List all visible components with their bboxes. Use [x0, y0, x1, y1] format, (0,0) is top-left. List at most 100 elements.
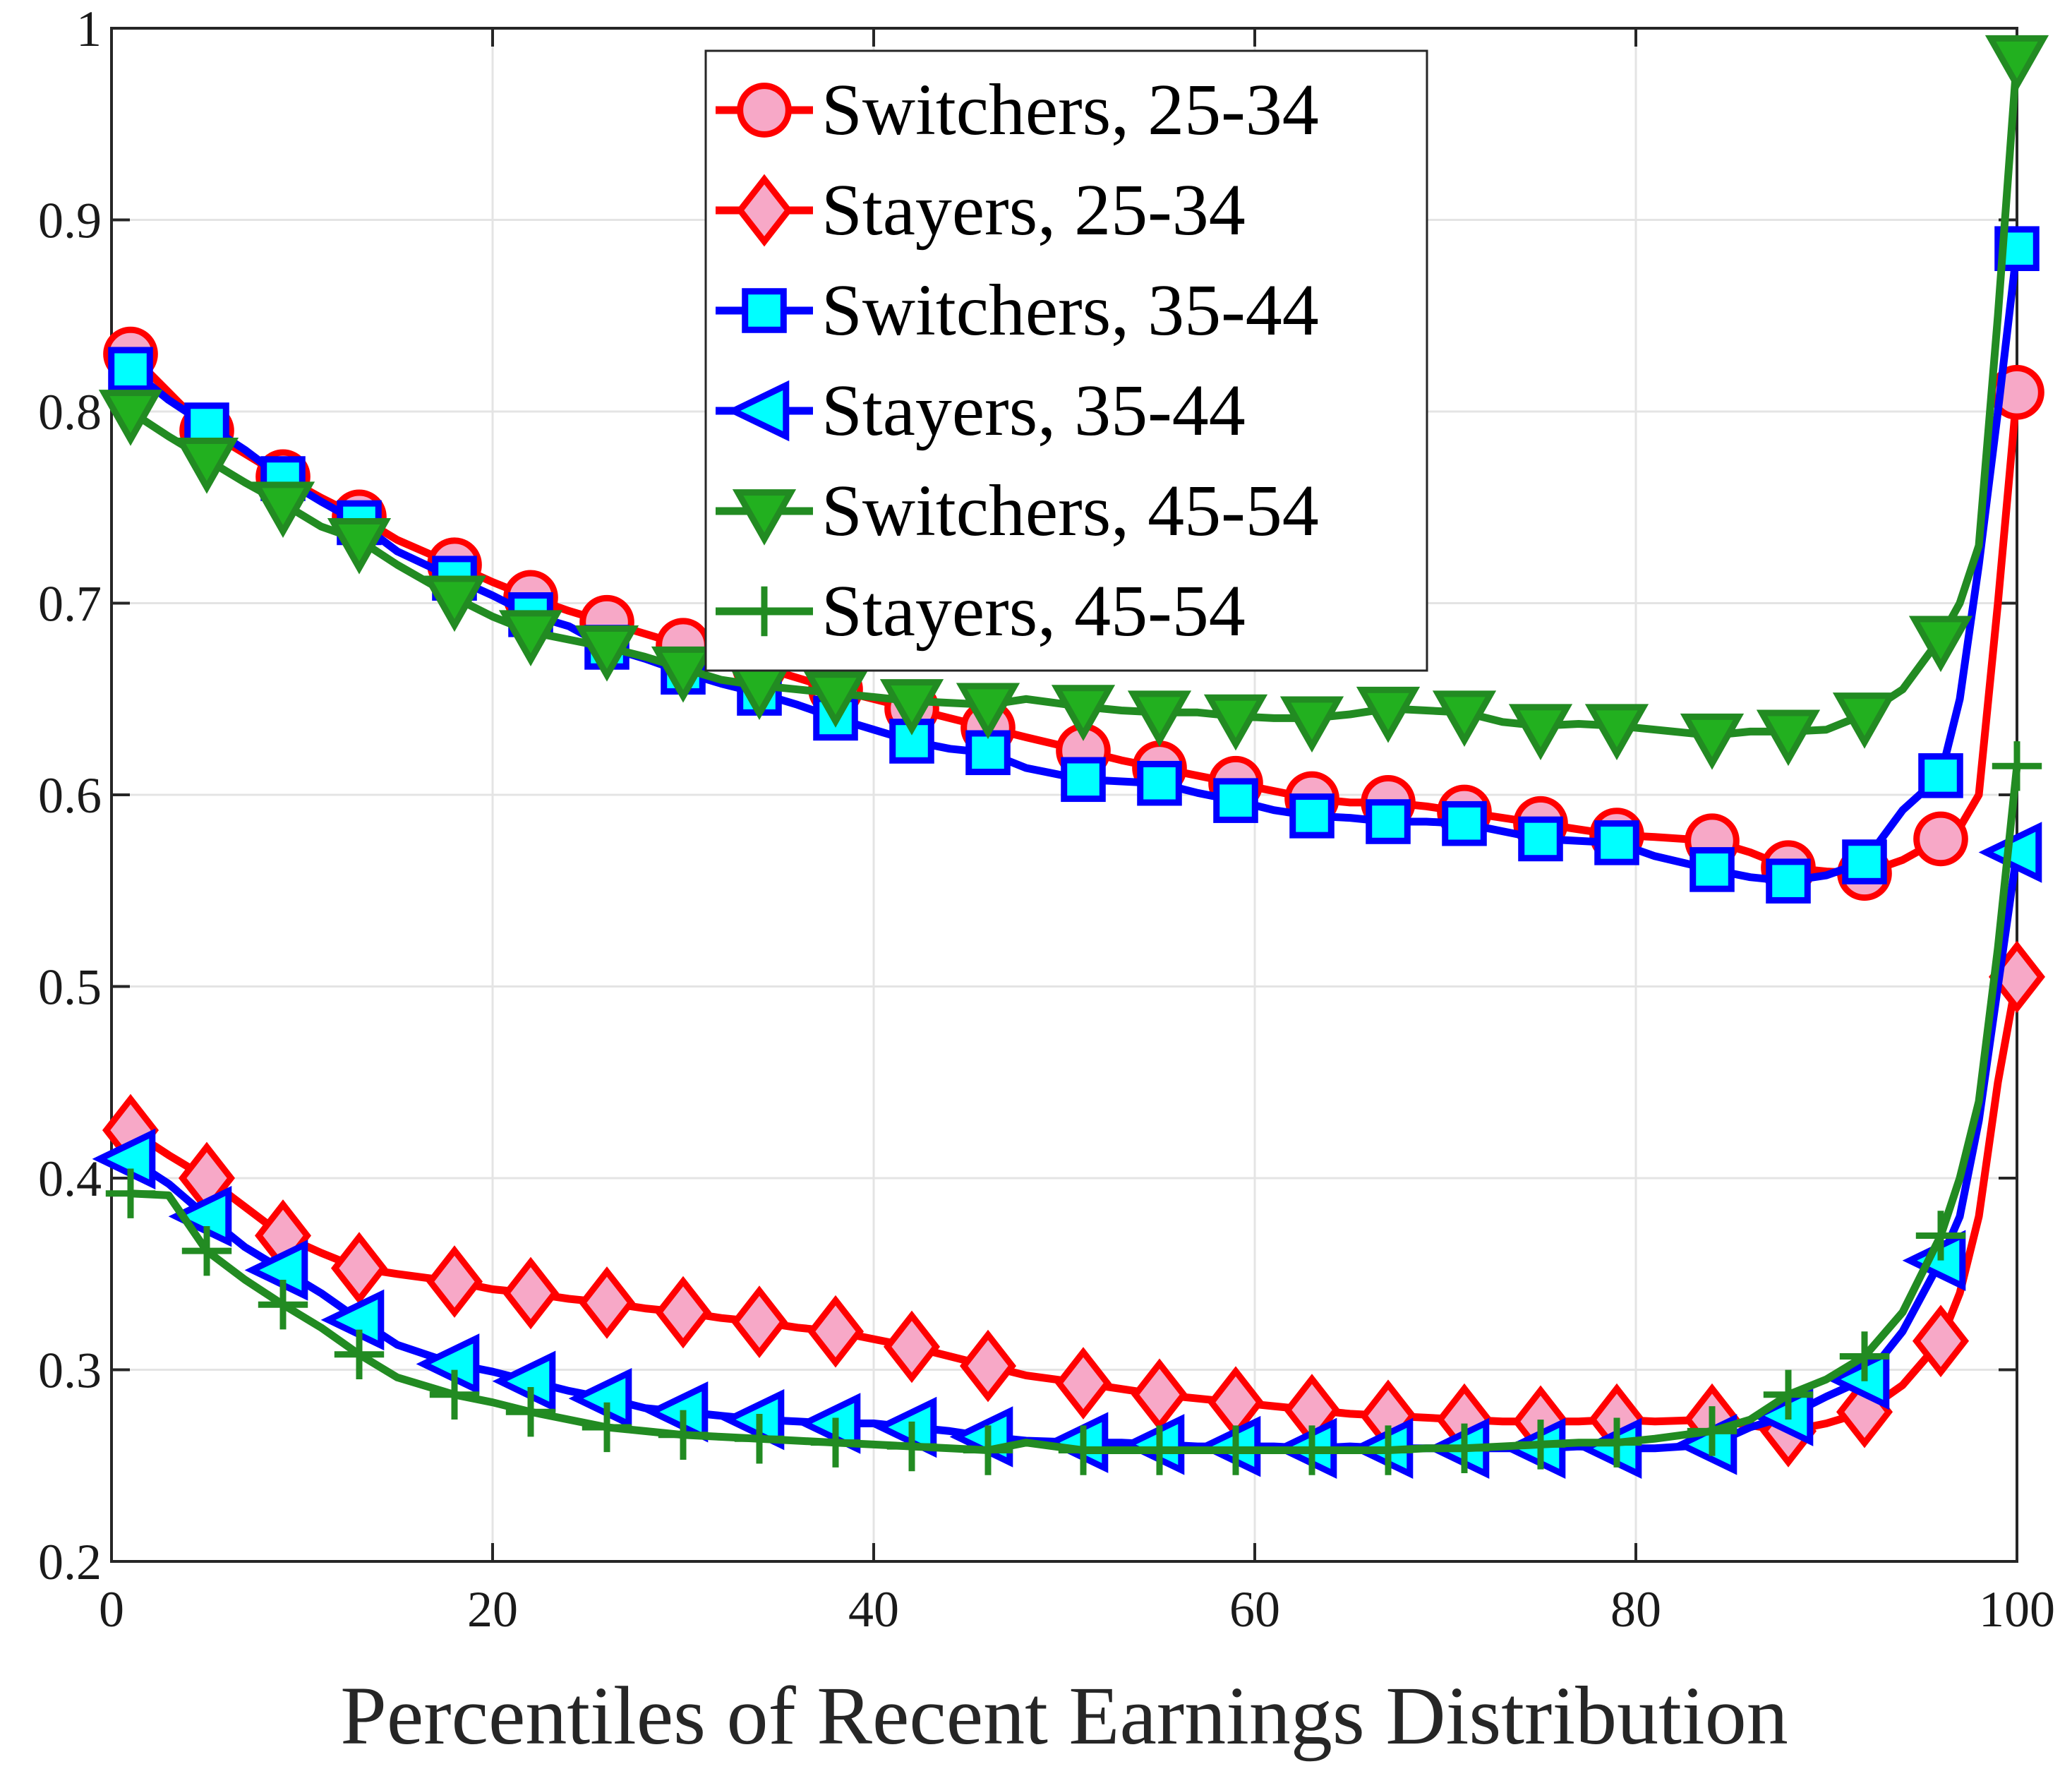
data-point-stayers-35-44 — [92, 1128, 156, 1190]
data-point-stayers-35-44 — [244, 1240, 308, 1301]
data-point-switchers-45-54 — [651, 646, 716, 703]
series-stayers-35-44 — [92, 822, 2042, 1480]
data-point-switchers-35-44 — [1213, 778, 1258, 823]
data-point-switchers-45-54 — [1756, 709, 1821, 767]
data-point-switchers-45-54 — [251, 481, 315, 539]
data-point-switchers-45-54 — [1908, 616, 1973, 673]
data-point-stayers-35-44 — [1826, 1348, 1890, 1410]
legend-label: Stayers, 25-34 — [821, 169, 1246, 251]
data-point-switchers-45-54 — [956, 683, 1020, 740]
data-point-switchers-45-54 — [1432, 690, 1497, 747]
data-point-stayers-25-34 — [959, 1329, 1017, 1403]
y-tick-label: 1 — [76, 1, 102, 57]
data-point-stayers-25-34 — [330, 1232, 388, 1304]
data-point-stayers-25-34 — [1912, 1304, 1970, 1378]
data-point-stayers-45-54 — [1058, 1425, 1109, 1475]
y-tick-label: 0.3 — [38, 1343, 102, 1399]
data-point-stayers-25-34 — [578, 1266, 636, 1339]
data-point-switchers-45-54 — [498, 610, 563, 666]
axes: 0 20 40 60 80 100 0.2 0.3 0.4 0.5 0.6 0.7 0.8 0.9 1 — [38, 1, 2055, 1638]
data-point-stayers-35-44 — [1749, 1385, 1814, 1446]
data-point-switchers-45-54 — [174, 437, 239, 494]
y-tick-label: 0.2 — [38, 1534, 102, 1590]
y-tick-label: 0.6 — [38, 767, 102, 824]
y-tick-label: 0.8 — [38, 384, 102, 440]
data-point-switchers-35-44 — [1137, 760, 1182, 806]
data-point-stayers-45-54 — [963, 1425, 1013, 1475]
data-point-switchers-35-44 — [1518, 816, 1563, 862]
data-point-switchers-35-44 — [1442, 800, 1487, 846]
data-point-stayers-35-44 — [492, 1350, 556, 1412]
data-point-stayers-35-44 — [1044, 1412, 1109, 1473]
data-point-switchers-45-54 — [1203, 694, 1268, 751]
series — [92, 35, 2049, 1480]
series-stayers-45-54 — [105, 741, 2042, 1475]
y-tick-label: 0.4 — [38, 1151, 102, 1207]
x-tick-label: 100 — [1979, 1581, 2055, 1638]
data-point-stayers-45-54 — [1134, 1425, 1185, 1475]
data-point-switchers-45-54 — [1508, 704, 1573, 760]
data-point-switchers-35-44 — [1766, 858, 1811, 904]
legend-marker — [725, 380, 790, 442]
legend-entry: Switchers, 25-34 — [716, 69, 1319, 150]
data-point-switchers-45-54 — [1279, 696, 1344, 753]
data-point-switchers-25-34 — [1913, 811, 1968, 867]
data-point-switchers-45-54 — [879, 679, 944, 736]
x-tick-label: 40 — [848, 1581, 899, 1638]
data-point-stayers-25-34 — [1054, 1347, 1112, 1420]
data-point-stayers-35-44 — [721, 1388, 785, 1451]
data-point-stayers-45-54 — [1763, 1369, 1814, 1420]
data-point-stayers-45-54 — [1287, 1425, 1337, 1475]
data-point-stayers-35-44 — [644, 1381, 709, 1443]
x-tick-label: 0 — [99, 1581, 124, 1638]
data-point-stayers-45-54 — [1515, 1420, 1566, 1470]
legend-label: Switchers, 35-44 — [821, 270, 1319, 351]
x-axis-title: Percentiles of Recent Earnings Distribut… — [340, 1669, 1788, 1762]
legend-marker — [735, 174, 793, 247]
data-point-stayers-45-54 — [105, 1168, 156, 1218]
data-point-stayers-45-54 — [1687, 1406, 1737, 1456]
legend-label: Switchers, 45-54 — [821, 470, 1319, 551]
data-point-stayers-35-44 — [416, 1333, 480, 1395]
data-point-switchers-35-44 — [1289, 793, 1335, 839]
data-point-stayers-35-44 — [568, 1367, 632, 1429]
data-point-switchers-45-54 — [1051, 685, 1116, 741]
data-point-switchers-45-54 — [574, 625, 639, 682]
data-point-stayers-35-44 — [1121, 1414, 1185, 1475]
x-tick-label: 60 — [1229, 1581, 1280, 1638]
data-point-stayers-45-54 — [1591, 1417, 1642, 1468]
x-tick-label: 80 — [1610, 1581, 1661, 1638]
legend-marker — [732, 489, 797, 546]
legend-label: Switchers, 25-34 — [821, 69, 1319, 150]
legend-entry: Switchers, 45-54 — [716, 470, 1319, 551]
y-tick-label: 0.5 — [38, 959, 102, 1016]
legend-label: Stayers, 35-44 — [821, 370, 1246, 451]
data-point-stayers-25-34 — [730, 1285, 788, 1358]
legend-entry: Switchers, 35-44 — [716, 270, 1319, 351]
data-point-stayers-45-54 — [258, 1279, 308, 1330]
data-point-stayers-45-54 — [582, 1402, 632, 1453]
legend-label: Stayers, 45-54 — [821, 570, 1246, 652]
data-point-stayers-25-34 — [654, 1276, 712, 1349]
data-point-stayers-45-54 — [505, 1387, 556, 1437]
data-point-stayers-25-34 — [807, 1295, 865, 1368]
data-point-stayers-25-34 — [426, 1245, 483, 1318]
data-point-stayers-45-54 — [658, 1410, 709, 1460]
data-point-stayers-25-34 — [883, 1310, 941, 1384]
data-point-stayers-45-54 — [1992, 741, 2042, 791]
data-point-switchers-45-54 — [422, 575, 487, 632]
data-point-stayers-45-54 — [1363, 1425, 1414, 1475]
legend-marker — [739, 586, 790, 637]
y-tick-label: 0.7 — [38, 576, 102, 632]
data-point-stayers-35-44 — [1578, 1417, 1642, 1480]
data-point-stayers-35-44 — [797, 1393, 861, 1454]
data-point-switchers-45-54 — [327, 518, 392, 575]
legend-entry: Stayers, 35-44 — [716, 370, 1246, 451]
data-point-stayers-45-54 — [1915, 1211, 1966, 1261]
legend-entry: Stayers, 25-34 — [716, 169, 1246, 251]
legend-entry: Stayers, 45-54 — [716, 570, 1246, 652]
data-point-stayers-45-54 — [1839, 1331, 1890, 1381]
data-point-switchers-45-54 — [1680, 713, 1745, 770]
data-point-stayers-25-34 — [502, 1256, 560, 1330]
